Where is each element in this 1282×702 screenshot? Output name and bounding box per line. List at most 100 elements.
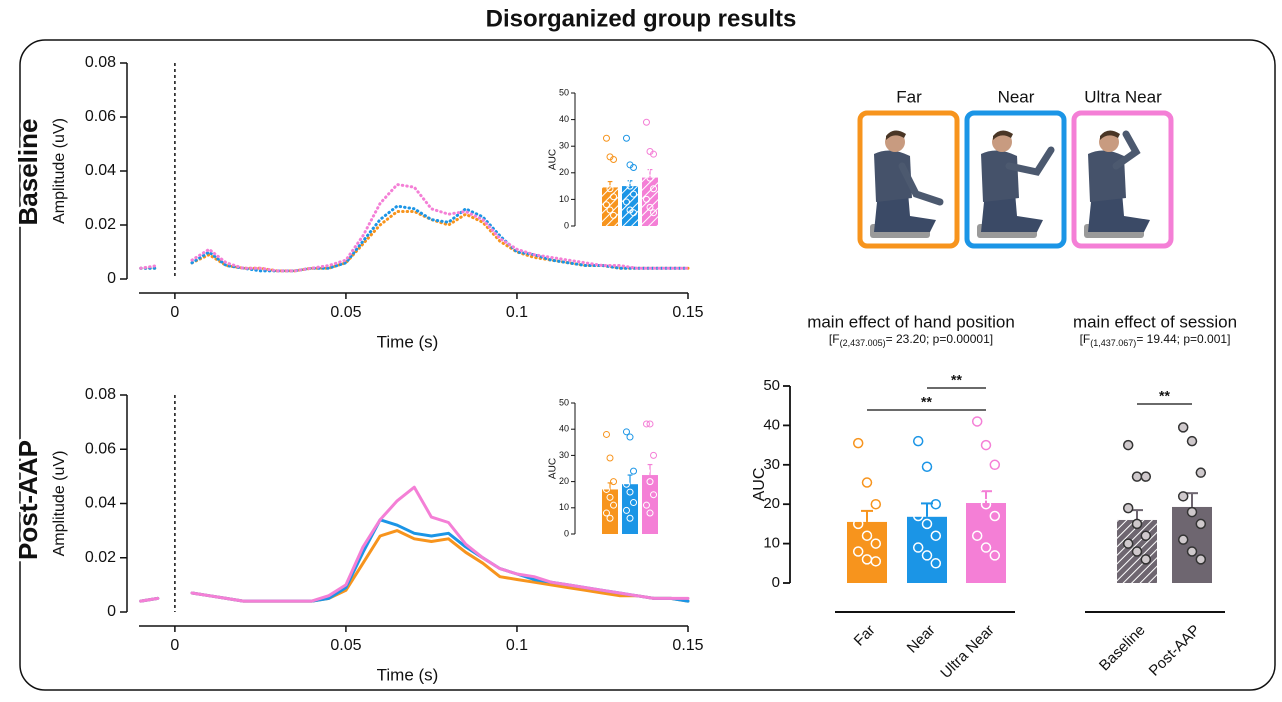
data-point (980, 498, 992, 510)
data-point (1140, 554, 1152, 565)
data-point (1177, 422, 1189, 433)
data-point (921, 550, 933, 561)
data-point (602, 430, 610, 438)
x-axis-label: Time (s) (377, 665, 439, 684)
stat-prefix: [F (829, 332, 840, 346)
y-tick-label: 0 (107, 603, 116, 620)
y-axis-label: AUC (548, 458, 559, 479)
data-point (606, 206, 614, 214)
panel: Far (857, 87, 960, 249)
data-point (606, 514, 614, 522)
data-point (646, 203, 654, 211)
data-point (930, 558, 942, 569)
x-axis-label: Time (s) (377, 332, 439, 351)
y-tick-label: 0.08 (85, 386, 116, 403)
x-tick-label: Far (851, 622, 879, 650)
series-line (139, 485, 690, 603)
panel: Ultra Near (1071, 87, 1174, 249)
data-point (1177, 491, 1189, 502)
data-point (912, 542, 924, 553)
data-point (1122, 439, 1134, 451)
series-line (139, 183, 690, 273)
bar (1172, 506, 1212, 583)
panel-label: Far (896, 87, 922, 106)
x-tick-label: 0.05 (330, 637, 361, 654)
data-point (646, 509, 654, 517)
data-point (650, 150, 658, 158)
data-point (602, 509, 610, 517)
data-point (1186, 546, 1198, 557)
bar (622, 484, 638, 534)
data-point (1122, 538, 1134, 549)
data-point (1131, 546, 1143, 557)
x-tick-label: Post-AAP (1146, 622, 1204, 680)
data-point (622, 177, 630, 185)
bar (907, 516, 947, 583)
data-point (930, 530, 942, 541)
y-tick-label: 10 (559, 502, 569, 512)
x-tick-label: 0 (170, 304, 179, 321)
y-tick-label: 0 (772, 574, 780, 591)
x-tick-label: 0 (170, 637, 179, 654)
x-tick-label: 0.05 (330, 304, 361, 321)
chart-statistic: [F(1,437.067)= 19.44; p=0.001] (1080, 332, 1231, 348)
data-point (630, 467, 638, 475)
x-tick-label: Ultra Near (937, 622, 997, 682)
panel-label: Near (998, 87, 1035, 106)
y-axis-label: Amplitude (uV) (51, 451, 68, 557)
stat-rest: = 19.44; p=0.001] (1136, 332, 1230, 346)
y-tick-label: 40 (559, 424, 569, 434)
row-label: Baseline (13, 119, 43, 226)
data-point (630, 163, 638, 171)
stat-subscript: (2,437.005) (840, 338, 886, 348)
y-tick-label: 0.04 (85, 162, 116, 179)
data-point (642, 166, 650, 174)
y-tick-label: 0.06 (85, 440, 116, 457)
data-point (610, 478, 618, 486)
data-point (630, 190, 638, 198)
data-point (626, 433, 634, 441)
data-point (610, 501, 618, 509)
data-point (650, 491, 658, 499)
data-point (606, 454, 614, 462)
panel-label: Ultra Near (1084, 87, 1162, 106)
data-point (1195, 467, 1207, 478)
y-tick-label: 0 (564, 220, 569, 230)
data-point (1131, 518, 1143, 530)
condition-panels: Far Near Ultra Near (857, 87, 1174, 249)
person-arm (1005, 146, 1055, 176)
data-point (930, 498, 942, 510)
data-point (852, 518, 864, 530)
data-point (650, 209, 658, 217)
data-point (622, 506, 630, 514)
data-point (989, 459, 1001, 471)
data-point (606, 185, 614, 193)
data-point (912, 510, 924, 522)
data-point (642, 420, 650, 428)
data-point (622, 198, 630, 206)
data-point (861, 477, 873, 488)
y-tick-label: 20 (559, 167, 569, 177)
y-axis-label: Amplitude (uV) (51, 118, 68, 224)
data-point (610, 156, 618, 163)
significance-label: ** (921, 394, 932, 410)
data-point (622, 428, 630, 436)
data-point (602, 201, 610, 209)
data-point (971, 530, 983, 541)
y-tick-label: 30 (559, 450, 569, 460)
chart-title: main effect of session (1073, 312, 1237, 331)
x-tick-label: 0.1 (506, 637, 528, 654)
significance-label: ** (1159, 388, 1170, 404)
data-point (980, 439, 992, 451)
data-point (626, 488, 634, 496)
data-point (989, 510, 1001, 522)
data-point (650, 451, 658, 459)
bar (642, 475, 658, 534)
y-tick-label: 0.02 (85, 549, 116, 566)
data-point (1140, 530, 1152, 541)
x-tick-label: 0.15 (672, 637, 703, 654)
data-point (1122, 502, 1134, 514)
x-tick-label: 0.15 (672, 304, 703, 321)
data-point (1186, 506, 1198, 518)
